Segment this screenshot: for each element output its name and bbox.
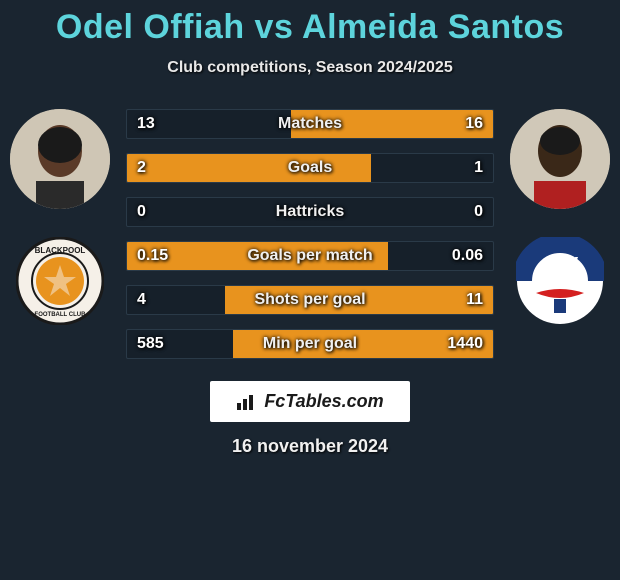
stat-value-left: 2 — [137, 159, 146, 177]
left-club-crest: BLACKPOOL FOOTBALL CLUB — [16, 237, 104, 325]
comparison-body: BLACKPOOL FOOTBALL CLUB Matches 13 16 Goals… — [0, 105, 620, 359]
stat-value-left: 0.15 — [137, 247, 168, 265]
stat-label: Matches — [278, 115, 342, 133]
left-player-column: BLACKPOOL FOOTBALL CLUB — [0, 105, 120, 325]
stat-bar: Hattricks 0 0 — [126, 197, 494, 227]
stat-label: Goals per match — [247, 247, 372, 265]
stat-label: Hattricks — [276, 203, 344, 221]
stat-label: Shots per goal — [254, 291, 365, 309]
stat-value-right: 16 — [465, 115, 483, 133]
stat-label: Goals — [288, 159, 332, 177]
stat-bar: Min per goal 585 1440 — [126, 329, 494, 359]
svg-text:BW: BW — [543, 254, 578, 276]
page-title: Odel Offiah vs Almeida Santos — [56, 8, 564, 47]
stat-fill-left — [127, 154, 371, 182]
avatar-placeholder-icon — [10, 109, 110, 209]
stat-bar: Goals per match 0.15 0.06 — [126, 241, 494, 271]
stat-value-right: 1440 — [447, 335, 483, 353]
stat-value-left: 0 — [137, 203, 146, 221]
avatar-placeholder-icon — [510, 109, 610, 209]
stat-bar: Goals 2 1 — [126, 153, 494, 183]
stat-value-left: 13 — [137, 115, 155, 133]
svg-text:FOOTBALL CLUB: FOOTBALL CLUB — [35, 312, 87, 318]
left-player-avatar — [10, 109, 110, 209]
stat-value-left: 585 — [137, 335, 164, 353]
brand-text: FcTables.com — [264, 391, 383, 412]
stat-value-right: 11 — [466, 291, 483, 309]
right-club-crest: BW — [516, 237, 604, 325]
blackpool-crest-icon: BLACKPOOL FOOTBALL CLUB — [16, 237, 104, 325]
bolton-crest-icon: BW — [516, 237, 604, 325]
stat-value-left: 4 — [137, 291, 146, 309]
right-player-column: BW — [500, 105, 620, 325]
stat-value-right: 0 — [474, 203, 483, 221]
stat-value-right: 1 — [474, 159, 483, 177]
stat-value-right: 0.06 — [452, 247, 483, 265]
svg-text:BLACKPOOL: BLACKPOOL — [35, 246, 86, 255]
stat-label: Min per goal — [263, 335, 357, 353]
stats-column: Matches 13 16 Goals 2 1 Hattricks 0 0 Goals per m… — [120, 105, 500, 359]
right-player-avatar — [510, 109, 610, 209]
footer-date: 16 november 2024 — [232, 436, 388, 457]
brand-badge: FcTables.com — [210, 381, 409, 422]
bars-icon — [236, 393, 258, 411]
stat-bar: Matches 13 16 — [126, 109, 494, 139]
page-subtitle: Club competitions, Season 2024/2025 — [167, 59, 452, 77]
stat-bar: Shots per goal 4 11 — [126, 285, 494, 315]
